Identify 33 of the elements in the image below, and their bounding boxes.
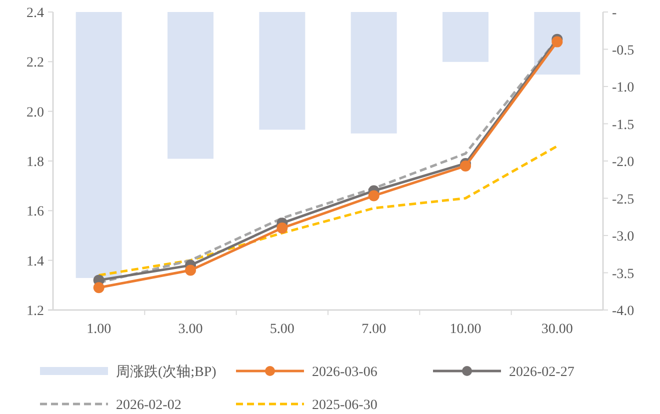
legend-label: 2026-03-06 — [312, 365, 378, 380]
y2-tick-label: -2.0 — [612, 155, 634, 170]
point — [460, 160, 471, 172]
y-tick-label: 2.2 — [26, 56, 44, 71]
y-tick-label: 2.0 — [26, 105, 44, 120]
legend-label: 2026-02-02 — [116, 398, 182, 413]
point — [93, 282, 104, 294]
y2-tick-label: -1.5 — [612, 118, 634, 133]
point — [276, 222, 288, 234]
point — [552, 36, 563, 48]
y2-tick-label: -4.0 — [612, 304, 634, 319]
y2-tick-label: -1.0 — [612, 80, 634, 96]
x-tick-label: 3.00 — [178, 322, 203, 337]
point — [185, 264, 196, 276]
y2-tick-label: -3.5 — [612, 266, 634, 282]
y2-tick-label: - — [612, 6, 617, 21]
legend-label: 周涨跌(次轴;BP) — [116, 364, 217, 380]
legend-label: 2025-06-30 — [312, 398, 378, 413]
y2-tick-label: -0.5 — [612, 43, 634, 58]
x-tick-label: 30.00 — [541, 322, 573, 337]
point — [368, 190, 380, 202]
y-tick-label: 1.6 — [26, 204, 44, 220]
y-tick-label: 2.4 — [26, 6, 44, 21]
y-tick-label: 1.8 — [26, 155, 44, 170]
y2-tick-label: -2.5 — [612, 192, 634, 208]
y-tick-label: 1.4 — [26, 254, 44, 270]
x-tick-label: 1.00 — [86, 322, 112, 337]
y-tick-label: 1.2 — [26, 304, 44, 319]
y2-tick-label: -3.0 — [612, 230, 634, 244]
x-tick-label: 5.00 — [270, 322, 294, 337]
x-tick-label: 10.00 — [450, 322, 482, 337]
legend-label: 2026-02-27 — [509, 365, 574, 380]
x-tick-label: 7.00 — [362, 322, 386, 337]
